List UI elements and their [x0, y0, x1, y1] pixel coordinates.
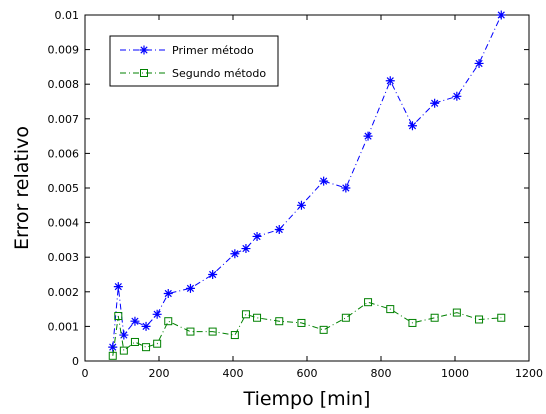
- x-tick-label: 200: [149, 367, 170, 380]
- y-tick-label: 0.002: [48, 286, 80, 299]
- y-tick-label: 0.008: [48, 78, 80, 91]
- x-axis-title: Tiempo [min]: [243, 388, 371, 410]
- data-point-series-1: [430, 313, 439, 322]
- x-tick-label: 0: [82, 367, 89, 380]
- data-point-series-0: [319, 176, 329, 186]
- data-point-series-0: [474, 58, 484, 68]
- y-tick-label: 0.01: [55, 9, 80, 22]
- y-tick-label: 0.006: [48, 147, 80, 160]
- data-point-series-1: [341, 313, 350, 322]
- data-point-series-1: [186, 327, 195, 336]
- data-point-series-1: [119, 346, 128, 355]
- data-point-series-1: [253, 313, 262, 322]
- legend-marker-primer: [139, 45, 149, 55]
- data-point-series-0: [341, 183, 351, 193]
- legend-marker-primer-shape: [139, 45, 149, 55]
- data-point-series-1: [241, 310, 250, 319]
- data-point-series-1: [230, 331, 239, 340]
- data-point-series-1: [114, 312, 123, 321]
- y-tick-label: 0.004: [48, 217, 80, 230]
- data-point-series-0: [252, 231, 262, 241]
- axis-ticks: 0 200 400 600 800 1000 1200 0 0.001 0.002 0.003 0.0…: [48, 9, 544, 380]
- x-tick-label: 1200: [515, 367, 543, 380]
- legend-label-primer: Primer método: [172, 44, 254, 57]
- y-tick-label: 0.009: [48, 44, 80, 57]
- data-point-series-1: [319, 325, 328, 334]
- legend: Primer método Segundo método: [109, 35, 279, 87]
- legend-marker-segundo-shape: [140, 69, 148, 77]
- data-point-series-1: [275, 317, 284, 326]
- data-point-series-1: [208, 327, 217, 336]
- data-point-series-0: [119, 330, 129, 340]
- data-point-series-0: [452, 91, 462, 101]
- x-tick-label: 1000: [441, 367, 469, 380]
- data-point-series-0: [185, 283, 195, 293]
- data-point-series-0: [152, 309, 162, 319]
- data-point-series-1: [452, 308, 461, 317]
- data-point-series-1: [408, 318, 417, 327]
- data-point-series-0: [108, 342, 118, 352]
- data-point-series-0: [113, 282, 123, 292]
- data-point-series-0: [407, 121, 417, 131]
- y-tick-label: 0.003: [48, 251, 80, 264]
- y-tick-label: 0.007: [48, 113, 80, 126]
- data-point-series-1: [164, 317, 173, 326]
- data-point-series-1: [130, 337, 139, 346]
- data-point-series-0: [163, 289, 173, 299]
- data-point-series-1: [297, 318, 306, 327]
- data-point-series-0: [363, 131, 373, 141]
- series-line-1: [112, 301, 502, 356]
- data-point-series-0: [241, 244, 251, 254]
- data-point-series-0: [130, 316, 140, 326]
- data-point-series-0: [230, 249, 240, 259]
- legend-box: [109, 35, 279, 87]
- data-point-series-0: [208, 270, 218, 279]
- data-point-series-1: [108, 351, 117, 360]
- y-tick-label: 0.005: [48, 182, 80, 195]
- data-point-series-1: [364, 298, 373, 307]
- data-point-series-0: [141, 321, 151, 331]
- data-point-series-1: [475, 315, 484, 324]
- data-point-series-0: [296, 200, 306, 210]
- y-axis-title: Error relativo: [11, 126, 33, 250]
- data-point-series-0: [496, 10, 506, 20]
- data-point-series-1: [153, 339, 162, 348]
- y-tick-label: 0.001: [48, 320, 80, 333]
- data-point-series-1: [497, 313, 506, 322]
- legend-marker-segundo: [140, 69, 148, 77]
- x-tick-label: 400: [223, 367, 244, 380]
- y-tick-label: 0: [72, 355, 79, 368]
- x-tick-label: 600: [297, 367, 318, 380]
- data-point-series-0: [385, 76, 395, 86]
- x-tick-label: 800: [371, 367, 392, 380]
- data-point-series-0: [274, 225, 284, 235]
- data-point-series-0: [430, 98, 440, 108]
- series-layer: [108, 10, 506, 360]
- data-point-series-1: [386, 305, 395, 314]
- data-point-series-1: [142, 343, 151, 352]
- legend-label-segundo: Segundo método: [172, 67, 266, 80]
